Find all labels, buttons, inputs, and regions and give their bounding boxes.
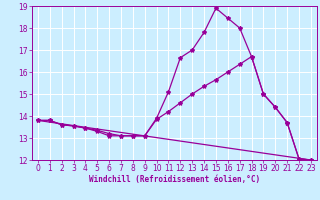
X-axis label: Windchill (Refroidissement éolien,°C): Windchill (Refroidissement éolien,°C) [89,175,260,184]
